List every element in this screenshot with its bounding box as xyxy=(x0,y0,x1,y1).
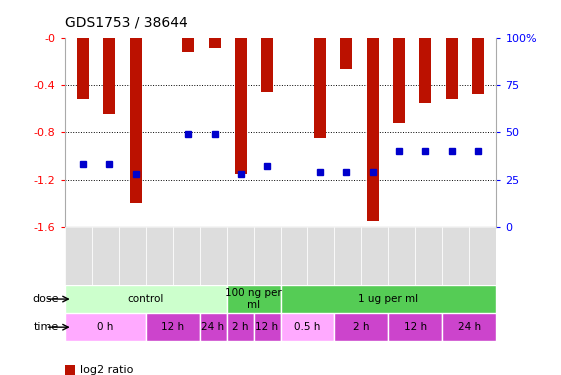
Text: 100 ng per
ml: 100 ng per ml xyxy=(225,288,282,310)
Bar xyxy=(254,313,280,341)
Bar xyxy=(173,227,200,285)
Bar xyxy=(470,227,496,285)
Bar xyxy=(280,313,334,341)
Bar xyxy=(280,285,496,313)
Bar xyxy=(227,313,254,341)
Text: 24 h: 24 h xyxy=(458,322,481,332)
Bar xyxy=(65,313,145,341)
Text: 0.5 h: 0.5 h xyxy=(295,322,321,332)
Bar xyxy=(65,285,227,313)
Bar xyxy=(307,227,334,285)
Text: dose: dose xyxy=(33,294,59,304)
Text: 0 h: 0 h xyxy=(97,322,113,332)
Bar xyxy=(65,227,91,285)
Bar xyxy=(388,313,443,341)
Bar xyxy=(200,227,227,285)
Bar xyxy=(227,227,254,285)
Bar xyxy=(235,38,247,174)
Bar xyxy=(314,38,326,138)
Bar xyxy=(446,38,458,99)
Text: 2 h: 2 h xyxy=(232,322,249,332)
Text: 1 ug per ml: 1 ug per ml xyxy=(358,294,419,304)
Bar xyxy=(254,227,280,285)
Text: 12 h: 12 h xyxy=(255,322,279,332)
Bar xyxy=(209,38,220,48)
Bar xyxy=(77,38,89,99)
Bar xyxy=(334,227,361,285)
Bar xyxy=(341,38,352,69)
Bar xyxy=(103,38,115,114)
Bar xyxy=(334,313,389,341)
Bar xyxy=(145,313,200,341)
Text: 24 h: 24 h xyxy=(201,322,224,332)
Bar xyxy=(145,227,173,285)
Bar xyxy=(388,227,416,285)
Bar xyxy=(361,227,388,285)
Bar xyxy=(443,313,496,341)
Bar xyxy=(416,227,443,285)
Bar xyxy=(227,285,280,313)
Bar xyxy=(280,227,307,285)
Bar xyxy=(393,38,405,123)
Text: time: time xyxy=(34,322,59,332)
Bar xyxy=(261,38,273,92)
Bar xyxy=(472,38,484,94)
Bar xyxy=(91,227,118,285)
Text: GDS1753 / 38644: GDS1753 / 38644 xyxy=(65,16,187,30)
Bar xyxy=(118,227,145,285)
Text: log2 ratio: log2 ratio xyxy=(80,365,134,375)
Bar xyxy=(182,38,194,52)
Bar xyxy=(443,227,470,285)
Bar xyxy=(130,38,141,203)
Text: 12 h: 12 h xyxy=(404,322,427,332)
Text: 12 h: 12 h xyxy=(161,322,184,332)
Bar xyxy=(367,38,379,221)
Bar xyxy=(200,313,227,341)
Text: control: control xyxy=(127,294,164,304)
Bar xyxy=(420,38,431,103)
Text: 2 h: 2 h xyxy=(353,322,370,332)
